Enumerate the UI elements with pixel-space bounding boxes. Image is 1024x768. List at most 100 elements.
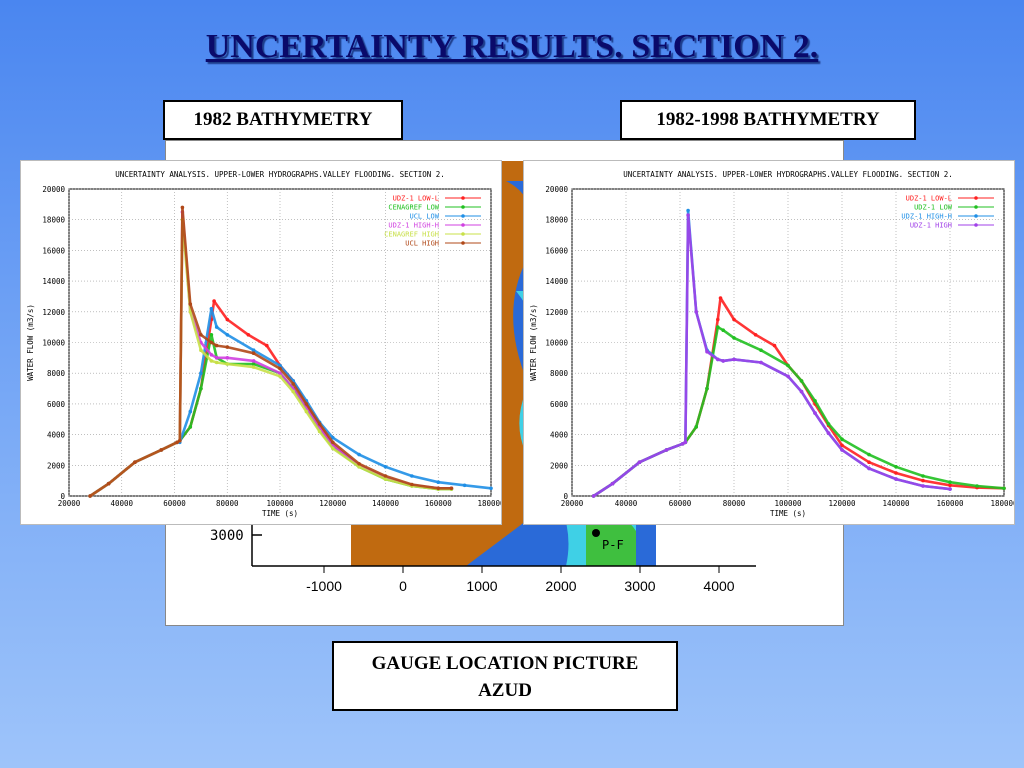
data-point: [436, 480, 441, 485]
data-point: [357, 462, 361, 466]
data-point: [383, 474, 388, 478]
data-point: [637, 460, 642, 465]
data-point: [436, 486, 441, 491]
x-tick-label: 160000: [425, 499, 453, 508]
x-axis-label: TIME (s): [770, 509, 806, 518]
legend-entry: UDZ-1 LOW-L: [393, 195, 439, 203]
data-point: [694, 310, 698, 314]
data-point: [826, 422, 831, 426]
data-point: [867, 452, 871, 457]
data-point: [317, 422, 322, 426]
data-point: [840, 448, 844, 452]
series-line: [89, 307, 492, 498]
data-point: [975, 484, 979, 488]
data-point: [921, 484, 925, 488]
x-tick-label: 100000: [774, 499, 802, 508]
data-point: [410, 482, 414, 487]
x-tick-label: 40000: [615, 499, 638, 508]
y-tick-label: 14000: [545, 277, 568, 286]
data-point: [251, 359, 256, 363]
chart-title: UNCERTAINTY ANALYSIS. UPPER-LOWER HYDROG…: [623, 170, 953, 179]
data-point: [383, 465, 388, 469]
map-x-tick-label: 4000: [703, 578, 734, 594]
data-point: [1002, 486, 1006, 491]
data-point: [610, 481, 615, 486]
data-point: [449, 486, 454, 491]
y-tick-label: 6000: [47, 400, 66, 409]
map-y-tick-label: 3000: [210, 528, 244, 544]
data-point: [317, 429, 322, 434]
x-tick-label: 120000: [828, 499, 856, 508]
x-tick-label: 80000: [723, 499, 746, 508]
series-line: [592, 325, 1005, 498]
data-point: [199, 348, 203, 352]
data-point: [225, 356, 230, 360]
x-tick-label: 100000: [266, 499, 294, 508]
y-tick-label: 12000: [545, 308, 568, 317]
data-point: [209, 340, 214, 345]
data-point: [331, 446, 335, 451]
x-tick-label: 80000: [216, 499, 239, 508]
data-point: [159, 448, 164, 452]
data-point: [867, 460, 871, 465]
data-point: [188, 425, 193, 429]
data-point: [214, 356, 219, 360]
legend-entry: UCL LOW: [409, 213, 439, 221]
map-vegetation-region: [586, 513, 636, 566]
series-line: [592, 213, 951, 498]
x-tick-label: 140000: [372, 499, 400, 508]
data-point: [683, 440, 688, 445]
y-tick-label: 20000: [42, 185, 65, 194]
data-point: [209, 306, 214, 311]
hydrograph-1982-svg: UNCERTAINTY ANALYSIS. UPPER-LOWER HYDROG…: [26, 170, 505, 518]
data-point: [331, 440, 335, 445]
data-point: [180, 205, 185, 210]
data-point: [304, 402, 309, 406]
data-point: [199, 371, 203, 375]
chart-1982-bathymetry: UNCERTAINTY ANALYSIS. UPPER-LOWER HYDROG…: [20, 160, 505, 525]
y-tick-label: 2000: [47, 461, 66, 470]
y-tick-label: 16000: [42, 246, 65, 255]
data-point: [246, 333, 251, 337]
series-line: [592, 209, 951, 498]
legend-entry: UDZ-1 HIGH-H: [901, 213, 952, 221]
data-point: [921, 478, 925, 483]
y-tick-label: 0: [563, 492, 568, 501]
y-tick-label: 18000: [42, 216, 65, 225]
data-point: [209, 359, 214, 363]
map-x-tick-label: 2000: [545, 578, 576, 594]
x-tick-label: 140000: [882, 499, 910, 508]
legend-marker: [461, 223, 465, 227]
data-point: [948, 480, 952, 485]
data-point: [921, 474, 925, 478]
data-point: [705, 386, 709, 391]
legend-entry: UCL HIGH: [405, 240, 439, 248]
data-point: [225, 317, 230, 322]
data-point: [291, 389, 296, 394]
y-tick-label: 2000: [550, 461, 569, 470]
data-point: [278, 371, 282, 375]
data-point: [225, 362, 230, 366]
data-point: [88, 494, 92, 498]
series-line: [89, 218, 452, 498]
y-tick-label: 0: [60, 492, 65, 501]
data-point: [178, 438, 182, 443]
gauge-caption-line2: AZUD: [478, 679, 532, 701]
data-point: [718, 296, 723, 300]
chart-1982-1998-bathymetry: UNCERTAINTY ANALYSIS. UPPER-LOWER HYDROG…: [523, 160, 1018, 525]
data-point: [175, 440, 179, 445]
data-point: [304, 409, 309, 414]
data-point: [826, 431, 831, 435]
data-point: [251, 351, 256, 355]
data-point: [694, 425, 698, 429]
data-point: [214, 343, 219, 348]
data-point: [278, 366, 282, 371]
data-point: [894, 471, 898, 475]
legend-entry: UDZ-1 HIGH: [910, 222, 952, 230]
map-x-tick-label: 3000: [624, 578, 655, 594]
slide-title: UNCERTAINTY RESULTS. SECTION 2.: [205, 28, 819, 65]
data-point: [278, 374, 282, 379]
data-point: [199, 386, 203, 391]
y-tick-label: 4000: [550, 431, 569, 440]
